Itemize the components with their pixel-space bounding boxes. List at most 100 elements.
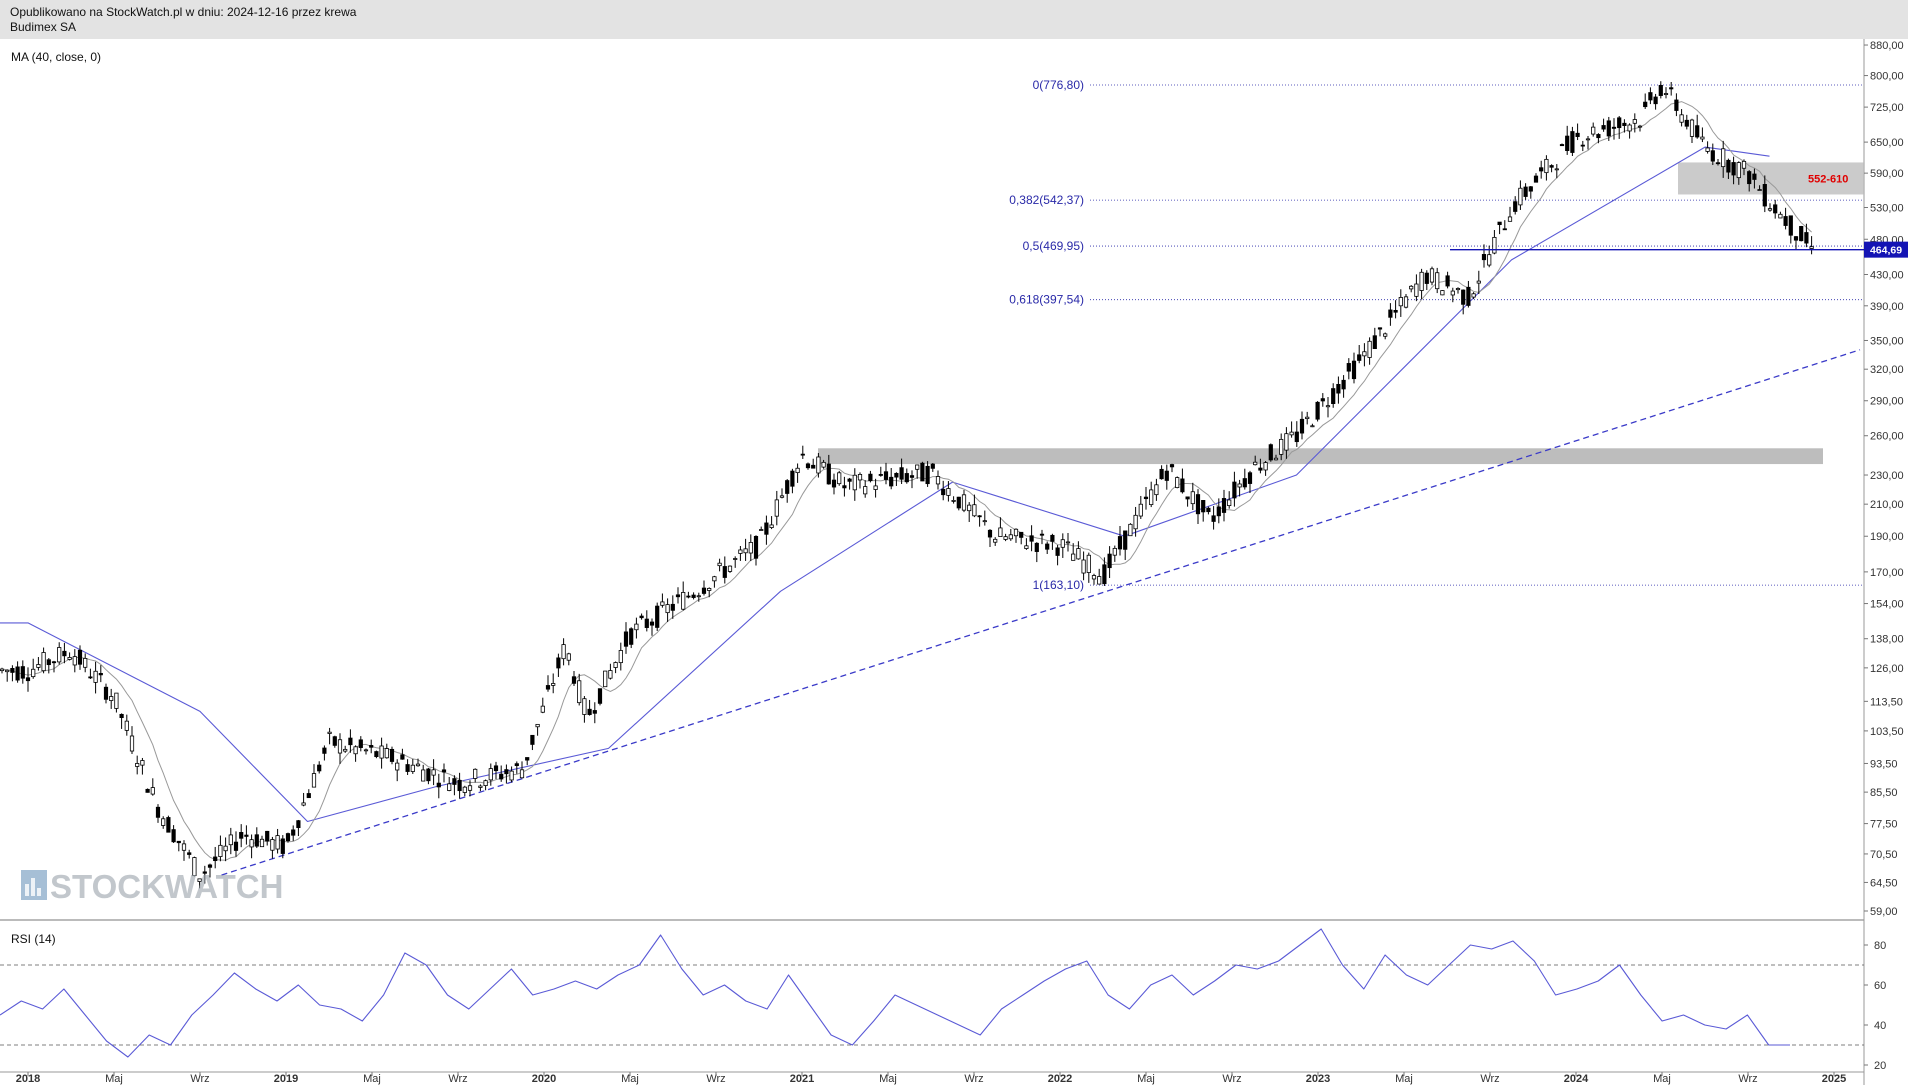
candle [1580, 144, 1585, 147]
price-tick-label: 210,00 [1870, 499, 1904, 511]
candle [889, 476, 894, 487]
candle [291, 829, 296, 836]
candle [707, 587, 712, 591]
candle [1284, 433, 1289, 451]
candle [363, 749, 369, 752]
candle [1398, 297, 1403, 307]
candle [956, 496, 961, 509]
candle [1117, 536, 1123, 550]
rsi-tick-label: 80 [1874, 940, 1886, 952]
instrument-name: Budimex SA [10, 20, 77, 34]
candle [1643, 101, 1648, 108]
candle [639, 615, 644, 619]
candle [462, 786, 467, 793]
price-tick-label: 590,00 [1870, 168, 1904, 180]
rsi-indicator-label: RSI (14) [11, 932, 56, 946]
candle [31, 668, 36, 678]
candle [925, 465, 930, 485]
candle [1809, 246, 1814, 249]
candle [1679, 114, 1684, 123]
candle [1757, 189, 1762, 191]
candle [805, 463, 811, 469]
candle [1674, 99, 1679, 111]
candle [727, 565, 733, 572]
candle [1039, 533, 1045, 536]
candle [140, 760, 145, 766]
candle [1107, 553, 1112, 569]
price-tick-label: 230,00 [1870, 470, 1904, 482]
price-tick-label: 390,00 [1870, 301, 1904, 313]
candle [655, 605, 660, 628]
price-tick-label: 103,50 [1870, 726, 1904, 738]
candle [1513, 201, 1518, 212]
candle [1268, 444, 1273, 461]
candle [961, 494, 967, 511]
time-tick-label: 2018 [16, 1073, 40, 1085]
rsi-tick-label: 40 [1874, 1020, 1886, 1032]
candle [525, 757, 530, 761]
candle [1793, 236, 1799, 241]
price-tick-label: 260,00 [1870, 431, 1904, 443]
candle [311, 773, 317, 788]
time-tick-label: 2025 [1822, 1073, 1846, 1085]
candle [1008, 534, 1013, 540]
candle [5, 669, 10, 673]
candle [1632, 119, 1637, 124]
ma40-line [0, 146, 1770, 823]
price-tick-label: 650,00 [1870, 137, 1904, 149]
candle [431, 769, 436, 776]
candle [166, 817, 171, 833]
candle [733, 558, 738, 560]
candle [36, 664, 41, 668]
rsi-tick-label: 20 [1874, 1060, 1886, 1072]
candle [1450, 290, 1455, 296]
time-tick-label: 2022 [1048, 1073, 1072, 1085]
candle [145, 788, 150, 793]
candle [306, 793, 311, 799]
candle [1570, 131, 1575, 153]
candle [88, 676, 93, 679]
candle [613, 662, 618, 668]
candle [1648, 92, 1653, 101]
candle [1195, 494, 1201, 515]
candle [837, 472, 842, 485]
candle [1481, 254, 1487, 261]
candle [400, 754, 405, 760]
time-tick-label: 2024 [1564, 1073, 1589, 1085]
candle [1050, 534, 1055, 542]
candle [1336, 383, 1341, 394]
candle [1736, 162, 1741, 179]
candle [1201, 500, 1206, 513]
candle [748, 542, 753, 554]
price-tick-label: 113,50 [1870, 696, 1903, 708]
candle [1315, 401, 1320, 420]
candle [1393, 309, 1398, 313]
candle [1565, 135, 1570, 151]
price-tick-label: 170,00 [1870, 567, 1904, 579]
candle [951, 500, 956, 502]
time-tick-label: 2020 [532, 1073, 556, 1085]
candle [1461, 289, 1466, 305]
candle [20, 666, 25, 679]
candle [800, 453, 805, 456]
watermark-text: STOCKWATCH [50, 868, 283, 905]
candle [1227, 499, 1232, 507]
candle [1190, 491, 1195, 505]
candle [935, 476, 941, 485]
candle [717, 562, 722, 567]
candle [623, 631, 629, 647]
candle [124, 720, 129, 731]
candle [1497, 221, 1502, 226]
time-tick-label: Maj [621, 1073, 639, 1085]
price-tick-label: 126,00 [1870, 663, 1904, 675]
candle [1211, 515, 1216, 522]
candle [972, 504, 977, 517]
candle [1799, 226, 1804, 242]
candle [150, 787, 155, 795]
time-tick-label: 2023 [1306, 1073, 1330, 1085]
candle [207, 864, 213, 868]
candle [1237, 483, 1242, 488]
candle [1169, 464, 1175, 468]
candle [213, 856, 218, 862]
candle [1388, 309, 1393, 318]
